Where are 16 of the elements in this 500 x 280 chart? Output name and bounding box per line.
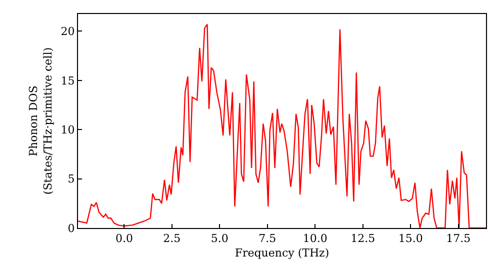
x-tick-label: 0.0 (115, 232, 133, 246)
y-tick-label: 5 (68, 172, 75, 186)
y-tick-label: 20 (60, 25, 75, 38)
x-tick-label: 10.0 (302, 232, 328, 246)
x-axis-title: Frequency (THz) (234, 246, 330, 260)
x-tick-label: 7.5 (258, 232, 276, 246)
y-tick-label: 15 (60, 74, 75, 88)
line-series (78, 24, 486, 228)
x-tick-label: 17.5 (446, 232, 471, 246)
y-tick-label: 10 (60, 123, 75, 136)
x-tick-label: 15.0 (398, 232, 423, 246)
x-tick-label: 5.0 (210, 232, 228, 246)
x-tick-label: 12.5 (350, 232, 376, 246)
y-tick-label: 0 (68, 222, 75, 235)
y-axis-title: Phonon DOS (States/THz·primitive cell) (27, 47, 54, 195)
x-tick-label: 2.5 (163, 232, 181, 246)
